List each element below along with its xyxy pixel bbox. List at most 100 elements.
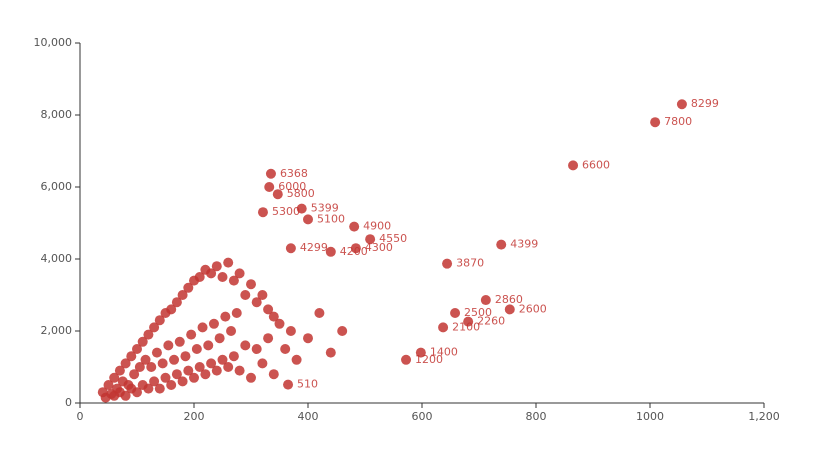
point: [268, 311, 279, 322]
data-label: 5300: [272, 205, 300, 218]
point: [140, 354, 151, 365]
data-label: 2500: [464, 306, 492, 319]
point: [109, 372, 120, 383]
point: [350, 243, 361, 254]
point: [129, 369, 140, 380]
point: [234, 365, 245, 376]
point: [120, 358, 131, 369]
point: [263, 304, 274, 315]
point: [169, 354, 180, 365]
point: [211, 365, 222, 376]
point: [137, 336, 148, 347]
point: [103, 380, 114, 390]
point: [246, 279, 256, 290]
point: [120, 390, 131, 401]
point: [349, 221, 360, 232]
point: [191, 344, 202, 354]
point: [325, 347, 336, 358]
point: [149, 376, 160, 387]
data-label: 8299: [691, 97, 719, 110]
point: [132, 387, 142, 398]
point: [504, 304, 515, 315]
point: [676, 99, 687, 110]
point: [214, 333, 225, 344]
point: [251, 344, 262, 354]
point: [174, 336, 185, 347]
point: [203, 340, 214, 351]
point: [189, 372, 199, 383]
point: [257, 207, 268, 218]
data-label: 2600: [519, 302, 547, 315]
point: [166, 304, 177, 315]
point: [291, 354, 302, 365]
point: [228, 351, 239, 362]
point: [114, 365, 125, 376]
point: [231, 308, 242, 318]
point: [401, 354, 412, 365]
y-tick-label: 0: [65, 396, 72, 409]
point: [171, 369, 182, 380]
point: [223, 257, 234, 268]
data-label: 4550: [379, 232, 407, 245]
point: [151, 347, 162, 358]
data-label: 1200: [415, 353, 443, 366]
point: [234, 268, 245, 279]
y-tick-label: 8,000: [41, 108, 73, 121]
point: [268, 369, 279, 380]
x-tick-label: 800: [526, 410, 547, 423]
point: [365, 234, 376, 245]
point: [303, 214, 313, 225]
point: [264, 182, 275, 192]
y-tick-label: 10,000: [34, 36, 73, 49]
point: [240, 290, 251, 300]
point: [183, 365, 194, 376]
data-label: 2860: [495, 293, 523, 306]
point: [251, 297, 262, 308]
x-tick-label: 200: [184, 410, 205, 423]
point: [211, 261, 222, 272]
data-label: 6368: [280, 167, 308, 180]
point: [206, 358, 217, 369]
data-label: 2260: [477, 315, 505, 328]
point: [314, 308, 325, 318]
data-label: 5399: [311, 202, 339, 215]
point: [186, 329, 197, 340]
point: [415, 347, 426, 358]
point: [337, 326, 348, 336]
data-label: 4900: [363, 220, 391, 233]
point: [303, 333, 313, 344]
data-label: 510: [297, 378, 318, 391]
point: [285, 243, 296, 254]
point: [285, 326, 296, 336]
point: [154, 315, 165, 326]
point: [163, 340, 174, 351]
point: [208, 318, 219, 329]
point: [568, 160, 579, 171]
y-tick-label: 4,000: [41, 252, 73, 265]
data-label: 4299: [300, 241, 328, 254]
data-label: 4399: [510, 238, 538, 251]
x-tick-label: 400: [298, 410, 319, 423]
point: [217, 272, 228, 282]
point: [177, 376, 188, 387]
point: [296, 203, 307, 214]
point: [171, 297, 182, 308]
x-tick-label: 600: [412, 410, 433, 423]
point: [126, 351, 137, 362]
point: [283, 379, 294, 390]
point: [228, 275, 239, 286]
point: [177, 290, 188, 300]
data-label: 6000: [278, 180, 306, 193]
point: [197, 322, 208, 333]
data-label: 4200: [340, 245, 368, 258]
point: [166, 380, 177, 390]
point: [200, 369, 211, 380]
data-label: 4300: [365, 241, 393, 254]
point: [160, 372, 171, 383]
point: [183, 282, 194, 293]
data-label: 5800: [287, 187, 315, 200]
point: [157, 358, 168, 369]
point: [134, 362, 145, 372]
point: [143, 383, 154, 394]
